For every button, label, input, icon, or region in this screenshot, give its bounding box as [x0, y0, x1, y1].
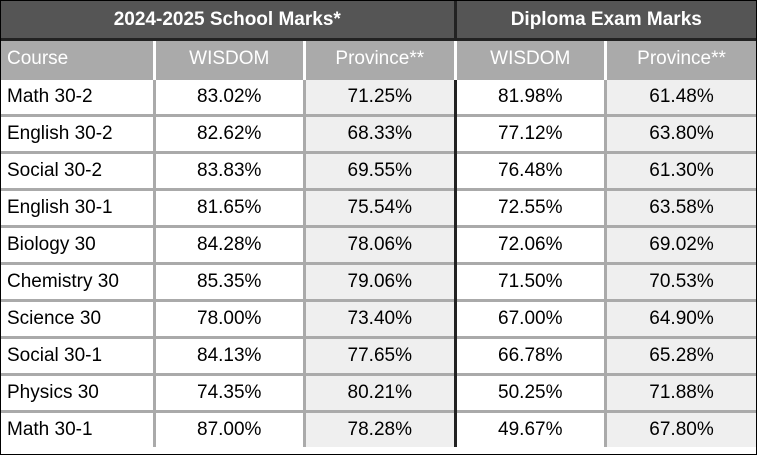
diploma-wisdom-cell: 66.78%: [455, 336, 608, 375]
table-row: Social 30-2 83.83% 69.55% 76.48% 61.30%: [1, 151, 757, 190]
diploma-province-cell: 61.30%: [605, 151, 757, 190]
table-row: Science 30 78.00% 73.40% 67.00% 64.90%: [1, 299, 757, 338]
diploma-province-cell: 63.80%: [605, 114, 757, 153]
school-wisdom-cell: 83.83%: [154, 151, 306, 190]
diploma-province-cell: 67.80%: [605, 410, 757, 447]
diploma-province-cell: 64.90%: [605, 299, 757, 338]
diploma-wisdom-cell: 72.06%: [455, 225, 608, 264]
diploma-wisdom-cell: 72.55%: [455, 188, 608, 227]
school-wisdom-cell: 83.02%: [154, 77, 306, 116]
table-row: Social 30-1 84.13% 77.65% 66.78% 65.28%: [1, 336, 757, 375]
diploma-province-column-header: Province**: [605, 39, 757, 79]
school-wisdom-cell: 82.62%: [154, 114, 306, 153]
school-province-column-header: Province**: [304, 39, 457, 79]
column-header-row: Course WISDOM Province** WISDOM Province…: [1, 39, 757, 79]
school-province-cell: 68.33%: [304, 114, 457, 153]
group-header-row: 2024-2025 School Marks* Diploma Exam Mar…: [1, 1, 757, 41]
course-cell: Physics 30: [1, 373, 156, 412]
course-column-header: Course: [1, 39, 156, 79]
school-province-cell: 80.21%: [304, 373, 457, 412]
diploma-wisdom-cell: 81.98%: [455, 77, 608, 116]
diploma-exam-group-header: Diploma Exam Marks: [455, 1, 757, 41]
diploma-province-cell: 69.02%: [605, 225, 757, 264]
school-province-cell: 78.06%: [304, 225, 457, 264]
course-cell: Social 30-2: [1, 151, 156, 190]
diploma-wisdom-cell: 50.25%: [455, 373, 608, 412]
school-province-cell: 77.65%: [304, 336, 457, 375]
marks-table-body: Math 30-2 83.02% 71.25% 81.98% 61.48% En…: [1, 77, 757, 447]
diploma-province-cell: 61.48%: [605, 77, 757, 116]
table-row: English 30-1 81.65% 75.54% 72.55% 63.58%: [1, 188, 757, 227]
diploma-province-cell: 63.58%: [605, 188, 757, 227]
diploma-wisdom-cell: 49.67%: [455, 410, 608, 447]
course-cell: Biology 30: [1, 225, 156, 264]
diploma-wisdom-cell: 77.12%: [455, 114, 608, 153]
school-province-cell: 78.28%: [304, 410, 457, 447]
course-cell: Science 30: [1, 299, 156, 338]
school-marks-group-header: 2024-2025 School Marks*: [1, 1, 457, 41]
school-province-cell: 71.25%: [304, 77, 457, 116]
diploma-province-cell: 65.28%: [605, 336, 757, 375]
diploma-wisdom-cell: 71.50%: [455, 262, 608, 301]
table-row: Physics 30 74.35% 80.21% 50.25% 71.88%: [1, 373, 757, 412]
table-row: Chemistry 30 85.35% 79.06% 71.50% 70.53%: [1, 262, 757, 301]
course-cell: Math 30-1: [1, 410, 156, 447]
school-province-cell: 69.55%: [304, 151, 457, 190]
table-row: English 30-2 82.62% 68.33% 77.12% 63.80%: [1, 114, 757, 153]
course-cell: Math 30-2: [1, 77, 156, 116]
school-wisdom-cell: 84.28%: [154, 225, 306, 264]
course-cell: Chemistry 30: [1, 262, 156, 301]
diploma-wisdom-column-header: WISDOM: [455, 39, 608, 79]
school-wisdom-cell: 85.35%: [154, 262, 306, 301]
school-wisdom-cell: 74.35%: [154, 373, 306, 412]
course-cell: English 30-1: [1, 188, 156, 227]
school-wisdom-cell: 87.00%: [154, 410, 306, 447]
school-province-cell: 79.06%: [304, 262, 457, 301]
diploma-wisdom-cell: 76.48%: [455, 151, 608, 190]
school-province-cell: 73.40%: [304, 299, 457, 338]
school-wisdom-column-header: WISDOM: [154, 39, 306, 79]
school-wisdom-cell: 81.65%: [154, 188, 306, 227]
school-wisdom-cell: 84.13%: [154, 336, 306, 375]
course-cell: Social 30-1: [1, 336, 156, 375]
table-row: Math 30-2 83.02% 71.25% 81.98% 61.48%: [1, 77, 757, 116]
diploma-province-cell: 70.53%: [605, 262, 757, 301]
table-row: Math 30-1 87.00% 78.28% 49.67% 67.80%: [1, 410, 757, 447]
diploma-province-cell: 71.88%: [605, 373, 757, 412]
diploma-wisdom-cell: 67.00%: [455, 299, 608, 338]
table-row: Biology 30 84.28% 78.06% 72.06% 69.02%: [1, 225, 757, 264]
course-cell: English 30-2: [1, 114, 156, 153]
marks-table: 2024-2025 School Marks* Diploma Exam Mar…: [1, 1, 757, 447]
school-wisdom-cell: 78.00%: [154, 299, 306, 338]
school-province-cell: 75.54%: [304, 188, 457, 227]
